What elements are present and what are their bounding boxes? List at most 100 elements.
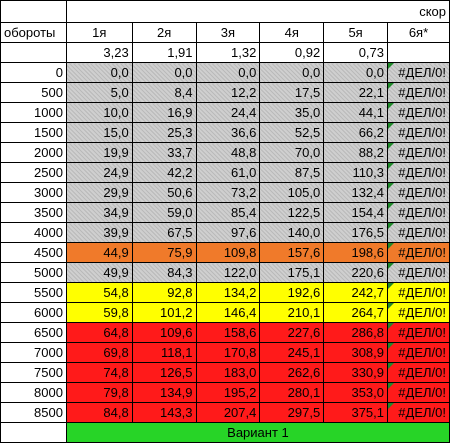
speed-cell-gear-4[interactable]: 175,1 <box>259 262 325 283</box>
speed-cell-gear-3[interactable]: 24,4 <box>195 102 261 123</box>
speed-cell-gear-4[interactable]: 17,5 <box>259 82 325 103</box>
gear-header-2[interactable]: 2я <box>131 22 197 43</box>
speed-cell-gear-4[interactable]: 140,0 <box>259 222 325 243</box>
error-cell-gear-6[interactable]: #ДЕЛ/0! <box>387 262 450 283</box>
error-cell-gear-6[interactable]: #ДЕЛ/0! <box>387 102 450 123</box>
rpm-cell[interactable]: 6500 <box>0 322 67 343</box>
speed-cell-gear-3[interactable]: 170,8 <box>195 342 261 363</box>
speed-cell-gear-1[interactable]: 64,8 <box>65 322 133 343</box>
speed-cell-gear-1[interactable]: 39,9 <box>65 222 133 243</box>
speed-cell-gear-1[interactable]: 19,9 <box>65 142 133 163</box>
error-cell-gear-6[interactable]: #ДЕЛ/0! <box>387 142 450 163</box>
speed-cell-gear-1[interactable]: 54,8 <box>65 282 133 303</box>
ratio-label-cell[interactable] <box>0 42 67 63</box>
speed-cell-gear-1[interactable]: 29,9 <box>65 182 133 203</box>
speed-cell-gear-2[interactable]: 134,9 <box>131 382 197 403</box>
error-cell-gear-6[interactable]: #ДЕЛ/0! <box>387 82 450 103</box>
speed-cell-gear-4[interactable]: 297,5 <box>259 402 325 423</box>
speed-cell-gear-2[interactable]: 25,3 <box>131 122 197 143</box>
speed-cell-gear-4[interactable]: 192,6 <box>259 282 325 303</box>
speed-cell-gear-5[interactable]: 132,4 <box>323 182 389 203</box>
speed-cell-gear-3[interactable]: 97,6 <box>195 222 261 243</box>
speed-cell-gear-5[interactable]: 176,5 <box>323 222 389 243</box>
ratio-2[interactable]: 1,91 <box>131 42 197 63</box>
error-cell-gear-6[interactable]: #ДЕЛ/0! <box>387 222 450 243</box>
rpm-cell[interactable]: 1000 <box>0 102 67 123</box>
rpm-cell[interactable]: 6000 <box>0 302 67 323</box>
speed-cell-gear-3[interactable]: 109,8 <box>195 242 261 263</box>
rpm-cell[interactable]: 4500 <box>0 242 67 263</box>
speed-cell-gear-1[interactable]: 34,9 <box>65 202 133 223</box>
rpm-cell[interactable]: 7500 <box>0 362 67 383</box>
speed-cell-gear-3[interactable]: 122,0 <box>195 262 261 283</box>
speed-cell-gear-3[interactable]: 158,6 <box>195 322 261 343</box>
rpm-cell[interactable]: 0 <box>0 62 67 83</box>
speed-cell-gear-3[interactable]: 0,0 <box>195 62 261 83</box>
speed-cell-gear-5[interactable]: 308,9 <box>323 342 389 363</box>
speed-cell-gear-5[interactable]: 66,2 <box>323 122 389 143</box>
speed-cell-gear-4[interactable]: 87,5 <box>259 162 325 183</box>
speed-cell-gear-2[interactable]: 109,6 <box>131 322 197 343</box>
speed-cell-gear-4[interactable]: 210,1 <box>259 302 325 323</box>
error-cell-gear-6[interactable]: #ДЕЛ/0! <box>387 162 450 183</box>
gear-header-4[interactable]: 4я <box>259 22 325 43</box>
speed-cell-gear-1[interactable]: 5,0 <box>65 82 133 103</box>
speed-cell-gear-2[interactable]: 143,3 <box>131 402 197 423</box>
error-cell-gear-6[interactable]: #ДЕЛ/0! <box>387 202 450 223</box>
speed-cell-gear-1[interactable]: 59,8 <box>65 302 133 323</box>
corner-cell[interactable] <box>0 0 67 23</box>
gear-header-5[interactable]: 5я <box>323 22 389 43</box>
error-cell-gear-6[interactable]: #ДЕЛ/0! <box>387 182 450 203</box>
footer-blank-cell[interactable] <box>0 422 67 443</box>
speed-cell-gear-5[interactable]: 44,1 <box>323 102 389 123</box>
speed-cell-gear-2[interactable]: 92,8 <box>131 282 197 303</box>
speed-cell-gear-5[interactable]: 330,9 <box>323 362 389 383</box>
speed-cell-gear-5[interactable]: 22,1 <box>323 82 389 103</box>
speed-cell-gear-5[interactable]: 198,6 <box>323 242 389 263</box>
speed-cell-gear-4[interactable]: 105,0 <box>259 182 325 203</box>
speed-cell-gear-2[interactable]: 59,0 <box>131 202 197 223</box>
speed-cell-gear-2[interactable]: 126,5 <box>131 362 197 383</box>
speed-cell-gear-4[interactable]: 227,6 <box>259 322 325 343</box>
speed-cell-gear-2[interactable]: 75,9 <box>131 242 197 263</box>
speed-cell-gear-3[interactable]: 12,2 <box>195 82 261 103</box>
ratio-1[interactable]: 3,23 <box>65 42 133 63</box>
speed-cell-gear-2[interactable]: 101,2 <box>131 302 197 323</box>
speed-cell-gear-1[interactable]: 15,0 <box>65 122 133 143</box>
error-cell-gear-6[interactable]: #ДЕЛ/0! <box>387 342 450 363</box>
speed-cell-gear-3[interactable]: 61,0 <box>195 162 261 183</box>
speed-cell-gear-1[interactable]: 49,9 <box>65 262 133 283</box>
rpm-cell[interactable]: 7000 <box>0 342 67 363</box>
error-cell-gear-6[interactable]: #ДЕЛ/0! <box>387 282 450 303</box>
rpm-cell[interactable]: 3000 <box>0 182 67 203</box>
speed-cell-gear-3[interactable]: 134,2 <box>195 282 261 303</box>
speed-cell-gear-5[interactable]: 264,7 <box>323 302 389 323</box>
speed-cell-gear-2[interactable]: 42,2 <box>131 162 197 183</box>
rpm-cell[interactable]: 8000 <box>0 382 67 403</box>
ratio-6[interactable] <box>387 42 450 63</box>
error-cell-gear-6[interactable]: #ДЕЛ/0! <box>387 302 450 323</box>
speed-cell-gear-2[interactable]: 118,1 <box>131 342 197 363</box>
rpm-cell[interactable]: 5000 <box>0 262 67 283</box>
speed-cell-gear-4[interactable]: 245,1 <box>259 342 325 363</box>
speed-cell-gear-4[interactable]: 157,6 <box>259 242 325 263</box>
speed-cell-gear-5[interactable]: 110,3 <box>323 162 389 183</box>
speed-cell-gear-2[interactable]: 84,3 <box>131 262 197 283</box>
speed-cell-gear-4[interactable]: 122,5 <box>259 202 325 223</box>
error-cell-gear-6[interactable]: #ДЕЛ/0! <box>387 322 450 343</box>
ratio-5[interactable]: 0,73 <box>323 42 389 63</box>
speed-cell-gear-4[interactable]: 280,1 <box>259 382 325 403</box>
rpm-cell[interactable]: 5500 <box>0 282 67 303</box>
speed-cell-gear-2[interactable]: 0,0 <box>131 62 197 83</box>
speed-cell-gear-2[interactable]: 8,4 <box>131 82 197 103</box>
speed-cell-gear-2[interactable]: 67,5 <box>131 222 197 243</box>
error-cell-gear-6[interactable]: #ДЕЛ/0! <box>387 382 450 403</box>
speed-cell-gear-5[interactable]: 286,8 <box>323 322 389 343</box>
speed-cell-gear-4[interactable]: 262,6 <box>259 362 325 383</box>
speed-cell-gear-1[interactable]: 44,9 <box>65 242 133 263</box>
speed-cell-gear-1[interactable]: 74,8 <box>65 362 133 383</box>
gear-header-1[interactable]: 1я <box>65 22 133 43</box>
speed-cell-gear-5[interactable]: 0,0 <box>323 62 389 83</box>
rpm-label[interactable]: обороты <box>0 22 67 43</box>
speed-cell-gear-1[interactable]: 84,8 <box>65 402 133 423</box>
